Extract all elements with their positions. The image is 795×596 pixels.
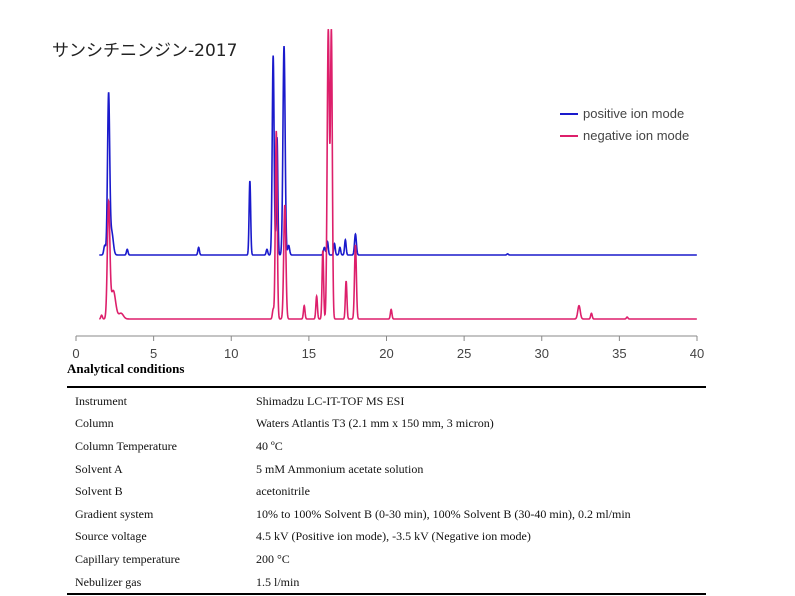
conditions-row: Column Temperature 40 ºC bbox=[67, 435, 706, 458]
condition-value: 5 mM Ammonium acetate solution bbox=[256, 461, 424, 476]
x-tick-label: 30 bbox=[535, 346, 549, 360]
conditions-row: Nebulizer gas 1.5 l/min bbox=[67, 571, 706, 595]
condition-label: Gradient system bbox=[75, 506, 154, 521]
conditions-row: Solvent A 5 mM Ammonium acetate solution bbox=[67, 458, 706, 481]
conditions-row: Gradient system 10% to 100% Solvent B (0-… bbox=[67, 503, 706, 526]
series-line-negative bbox=[99, 29, 697, 320]
condition-label: Column Temperature bbox=[75, 438, 177, 453]
conditions-row: Column Waters Atlantis T3 (2.1 mm x 150 m… bbox=[67, 413, 706, 436]
x-tick-label: 5 bbox=[150, 346, 157, 360]
series-line-positive bbox=[99, 45, 697, 256]
condition-value: Waters Atlantis T3 (2.1 mm x 150 mm, 3 m… bbox=[256, 416, 494, 431]
legend-label: positive ion mode bbox=[583, 106, 684, 121]
legend-label: negative ion mode bbox=[583, 128, 689, 143]
condition-label: Instrument bbox=[75, 393, 127, 408]
x-tick-label: 0 bbox=[72, 346, 79, 360]
conditions-row: Source voltage 4.5 kV (Positive ion mode)… bbox=[67, 526, 706, 549]
x-tick-label: 25 bbox=[457, 346, 471, 360]
condition-value: Shimadzu LC-IT-TOF MS ESI bbox=[256, 393, 405, 408]
condition-value: 40 ºC bbox=[256, 438, 283, 453]
condition-label: Source voltage bbox=[75, 529, 147, 544]
condition-label: Solvent A bbox=[75, 461, 123, 476]
x-tick-label: 20 bbox=[379, 346, 393, 360]
condition-value: 200 °C bbox=[256, 551, 290, 566]
condition-value: 10% to 100% Solvent B (0-30 min), 100% S… bbox=[256, 506, 631, 521]
chart-title: サンシチニンジン-2017 bbox=[52, 41, 238, 61]
x-tick-label: 35 bbox=[612, 346, 626, 360]
chromatogram-chart: 0 5 10 15 20 25 30 35 40 positive ion mode negativ… bbox=[72, 29, 704, 360]
conditions-row: Instrument Shimadzu LC-IT-TOF MS ESI bbox=[67, 387, 706, 413]
condition-label: Column bbox=[75, 416, 114, 431]
x-tick-label: 10 bbox=[224, 346, 238, 360]
condition-value: 1.5 l/min bbox=[256, 574, 300, 589]
conditions-heading: Analytical conditions bbox=[67, 361, 185, 376]
condition-label: Solvent B bbox=[75, 484, 123, 499]
condition-label: Capillary temperature bbox=[75, 551, 180, 566]
conditions-table: Instrument Shimadzu LC-IT-TOF MS ESI Colum… bbox=[67, 386, 706, 596]
condition-label: Nebulizer gas bbox=[75, 574, 142, 589]
x-tick-label: 40 bbox=[690, 346, 704, 360]
condition-value: acetonitrile bbox=[256, 484, 310, 499]
condition-value: 4.5 kV (Positive ion mode), -3.5 kV (Neg… bbox=[256, 529, 531, 544]
x-tick-label: 15 bbox=[302, 346, 316, 360]
conditions-row: Solvent B acetonitrile bbox=[67, 480, 706, 503]
conditions-row: Capillary temperature 200 °C bbox=[67, 548, 706, 571]
